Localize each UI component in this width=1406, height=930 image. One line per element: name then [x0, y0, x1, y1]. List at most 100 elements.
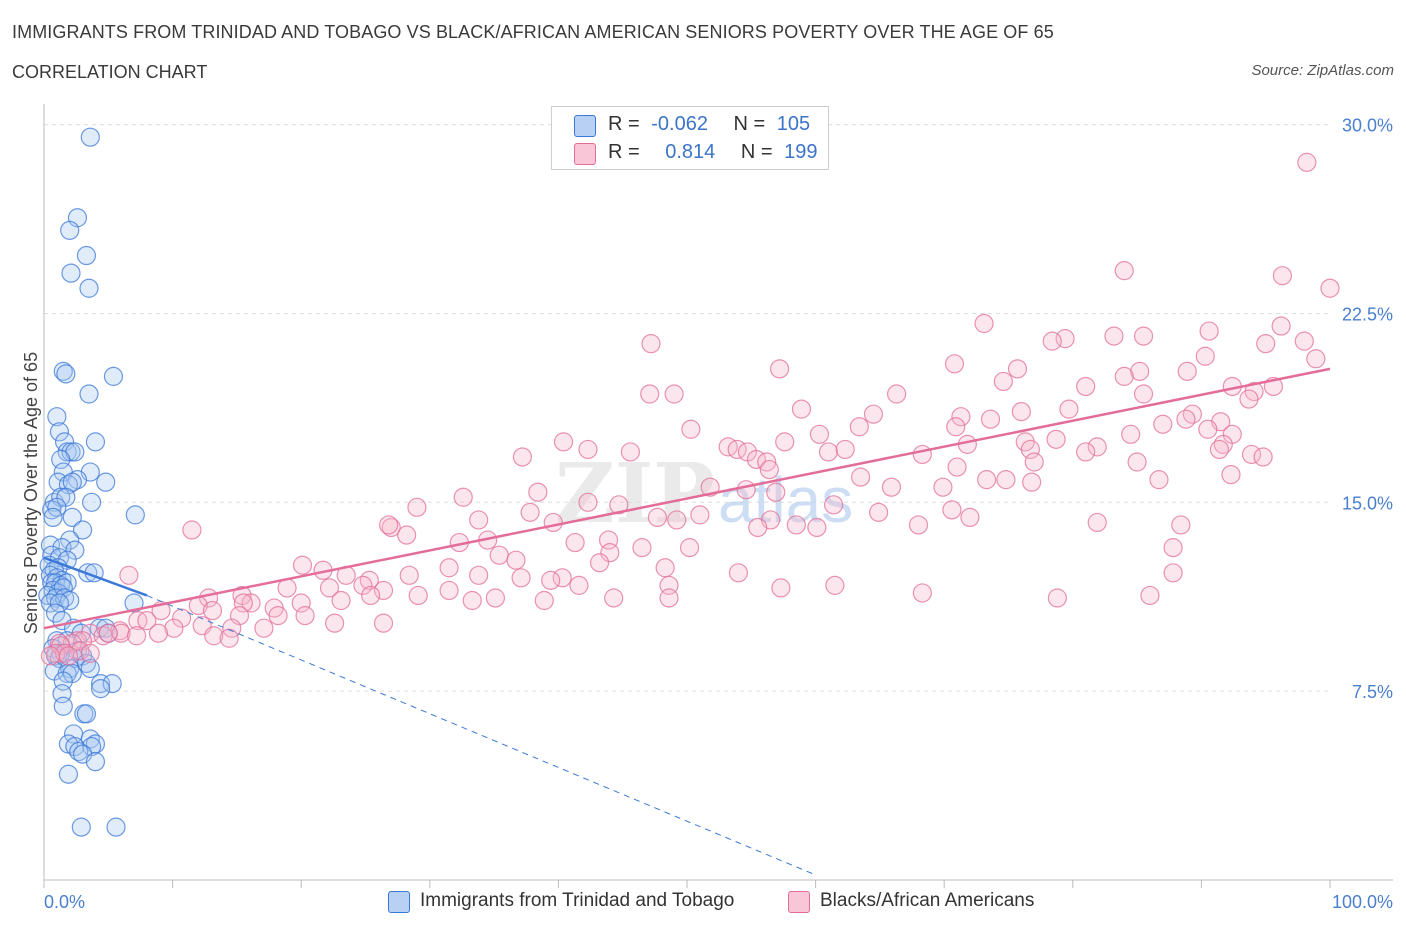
data-point-blacks [1076, 442, 1096, 462]
data-point-blacks [1182, 404, 1202, 424]
data-point-blacks [1294, 331, 1314, 351]
series-immigrants-points [38, 127, 145, 837]
data-point-blacks [1256, 334, 1276, 354]
data-point-blacks [148, 623, 169, 643]
data-point-blacks [1199, 321, 1219, 341]
data-point-blacks [912, 444, 932, 465]
data-point-blacks [1163, 538, 1183, 558]
bottom-legend-swatch-pink [788, 891, 810, 913]
y-axis-label: Seniors Poverty Over the Age of 65 [21, 352, 41, 634]
data-point-immigrants [71, 817, 91, 837]
legend-r-value: 0.814 [665, 141, 716, 163]
data-point-blacks [769, 359, 790, 379]
y-tick-label: 7.5% [1352, 682, 1393, 702]
data-point-blacks [379, 515, 399, 535]
data-point-immigrants [79, 384, 99, 404]
data-point-blacks [98, 623, 118, 643]
data-point-blacks [164, 618, 184, 638]
data-point-blacks [807, 517, 827, 538]
data-point-blacks [664, 384, 684, 404]
data-point-blacks [1076, 376, 1096, 397]
x-tick-label: 100.0% [1332, 892, 1393, 912]
data-point-immigrants [80, 658, 100, 679]
data-point-blacks [1047, 588, 1067, 608]
data-point-blacks [947, 457, 967, 477]
y-tick-label: 30.0% [1342, 116, 1393, 136]
x-tick-label: 0.0% [44, 892, 85, 912]
data-point-blacks [1133, 384, 1154, 404]
data-point-blacks [119, 565, 139, 585]
data-point-blacks [295, 606, 315, 626]
data-point-blacks [233, 593, 253, 613]
trend-lines [43, 367, 1331, 876]
data-point-blacks [641, 334, 661, 354]
data-point-immigrants [44, 492, 64, 512]
data-point-immigrants [53, 578, 73, 598]
legend-r-label: R = [608, 113, 640, 135]
data-point-blacks [824, 495, 844, 515]
data-point-blacks [604, 588, 624, 608]
data-point-blacks [933, 477, 953, 497]
data-point-blacks [241, 593, 261, 613]
data-point-blacks [728, 563, 749, 583]
data-point-blacks [512, 447, 532, 467]
data-point-immigrants [67, 470, 88, 490]
data-point-blacks [1046, 429, 1066, 449]
data-point-blacks [1114, 261, 1134, 281]
data-point-blacks [1153, 414, 1173, 434]
data-point-blacks [655, 558, 675, 578]
data-point-blacks [62, 633, 82, 653]
data-point-blacks [1239, 389, 1259, 409]
data-point-blacks [408, 585, 428, 606]
data-point-blacks [681, 419, 701, 439]
data-point-blacks [373, 580, 394, 601]
data-point-blacks [996, 470, 1016, 490]
data-point-blacks [552, 568, 572, 588]
watermark-text: atlas [718, 464, 853, 536]
data-point-blacks [58, 646, 79, 666]
data-point-blacks [93, 626, 113, 646]
data-point-blacks [1221, 464, 1241, 485]
data-point-blacks [818, 442, 839, 462]
watermark: ZIP atlas [555, 446, 853, 542]
series-blacks-points [40, 152, 1340, 666]
data-point-immigrants [60, 530, 80, 550]
data-point-blacks [292, 555, 313, 575]
data-point-blacks [809, 424, 830, 444]
data-point-blacks [439, 558, 459, 578]
data-point-blacks [1121, 424, 1141, 444]
data-point-blacks [485, 588, 505, 608]
data-point-blacks [1127, 452, 1147, 472]
legend-n-label: N = [740, 141, 773, 163]
data-point-immigrants [90, 679, 111, 699]
data-point-immigrants [38, 585, 58, 606]
data-point-blacks [1176, 409, 1196, 429]
data-point-blacks [944, 354, 965, 374]
data-point-blacks [126, 626, 147, 646]
data-point-blacks [736, 480, 756, 500]
data-point-blacks [632, 538, 652, 558]
y-tick-label: 22.5% [1342, 304, 1393, 324]
data-point-blacks [690, 505, 710, 525]
legend-n-value: 199 [784, 141, 818, 163]
legend-swatch-pink [574, 143, 596, 165]
data-point-blacks [908, 515, 929, 535]
chart-subtitle: CORRELATION CHART [12, 62, 208, 82]
data-point-immigrants [96, 618, 116, 638]
legend-n-label: N = [733, 113, 766, 135]
data-point-blacks [553, 432, 574, 452]
data-point-blacks [331, 590, 351, 611]
data-point-blacks [1241, 444, 1262, 465]
data-point-blacks [1022, 472, 1042, 492]
data-point-blacks [469, 510, 489, 530]
data-point-blacks [1020, 439, 1040, 460]
data-point-immigrants [53, 361, 73, 381]
data-point-blacks [757, 452, 777, 472]
data-point-blacks [1297, 152, 1317, 172]
legend-r-label: R = [608, 141, 640, 163]
data-point-blacks [254, 618, 274, 638]
y-tick-label: 15.0% [1342, 493, 1393, 513]
data-point-immigrants [76, 245, 97, 266]
data-point-blacks [1130, 361, 1150, 381]
